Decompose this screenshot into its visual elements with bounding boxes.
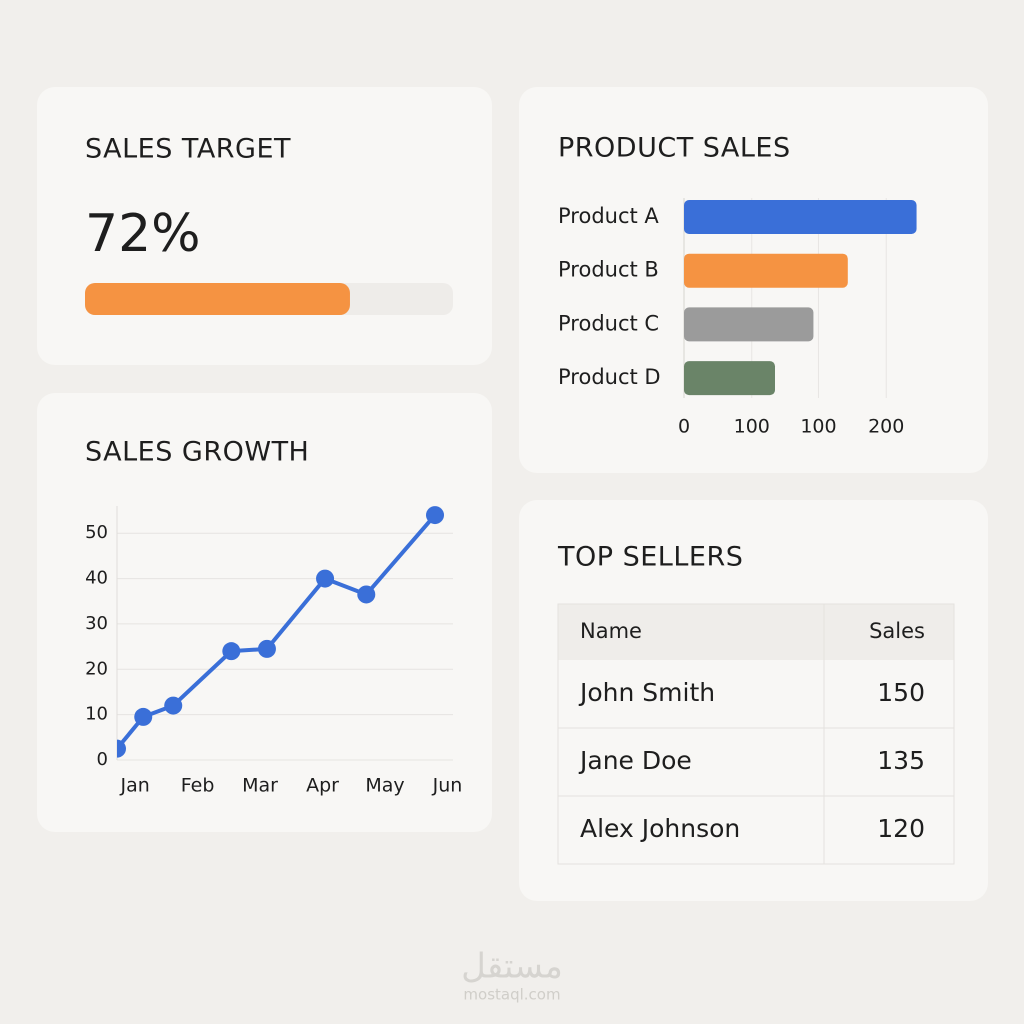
watermark-url: mostaql.com [463, 986, 560, 1004]
x-tick-label: Apr [306, 775, 339, 797]
x-tick-label: Jan [119, 775, 149, 797]
cell: 135 [877, 746, 925, 775]
x-tick-label: Mar [242, 775, 278, 797]
progress-fill [85, 283, 350, 315]
cell: 150 [877, 678, 925, 707]
table-border [557, 603, 955, 865]
cell: John Smith [578, 678, 715, 707]
x-tick-label: 100 [800, 416, 836, 438]
x-tick-label: 0 [678, 416, 690, 438]
y-tick-label: 30 [85, 613, 108, 634]
bar [684, 253, 848, 288]
category-label: Product C [558, 311, 659, 335]
bar [684, 307, 814, 342]
cell: Jane Doe [578, 746, 692, 775]
cell: 120 [877, 814, 925, 843]
column-header: Name [580, 619, 642, 643]
category-label: Product D [558, 365, 661, 389]
table-header-bg [558, 604, 954, 660]
y-tick-label: 40 [85, 568, 108, 589]
point [426, 506, 445, 525]
card-title: SALES TARGET [85, 134, 291, 165]
x-tick-label: Jun [432, 775, 463, 797]
point [117, 739, 126, 758]
column-header: Sales [869, 619, 925, 643]
y-tick-label: 10 [85, 704, 108, 725]
point [316, 569, 335, 588]
card-title: SALES GROWTH [85, 437, 309, 468]
point [134, 707, 153, 726]
target-value: 72% [85, 204, 201, 264]
point [164, 696, 183, 715]
card-title: PRODUCT SALES [558, 133, 791, 164]
card [37, 393, 492, 832]
point [222, 642, 241, 661]
watermark-logo: مستقل [461, 947, 563, 987]
cell: Alex Johnson [580, 814, 740, 843]
card [519, 500, 988, 901]
point [257, 639, 276, 658]
card-title: TOP SELLERS [557, 542, 743, 573]
x-tick-label: 200 [868, 416, 904, 438]
y-tick-label: 20 [85, 658, 108, 679]
category-label: Product B [558, 258, 659, 282]
bar [684, 361, 775, 396]
category-label: Product A [558, 204, 659, 228]
y-tick-label: 0 [97, 749, 108, 770]
x-tick-label: May [365, 775, 404, 797]
bar [684, 200, 917, 234]
x-tick-label: Feb [181, 775, 215, 797]
x-tick-label: 100 [734, 416, 770, 438]
point [357, 585, 376, 604]
y-tick-label: 50 [85, 522, 108, 543]
